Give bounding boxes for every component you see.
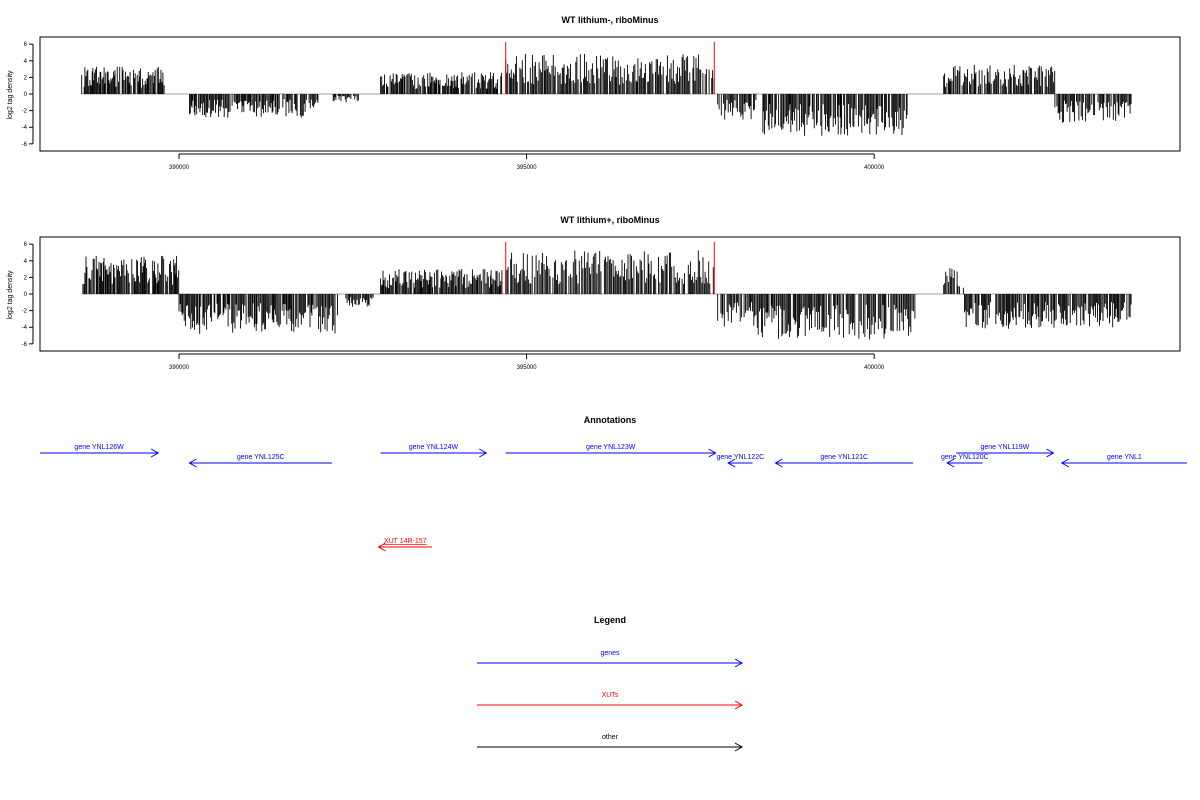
y-tick-label: -6	[22, 342, 28, 348]
annotations-title: Annotations	[584, 415, 637, 425]
gene-feature[interactable]: gene YNL122C	[716, 454, 764, 468]
y-tick-label: 0	[24, 92, 28, 98]
legend-label: other	[602, 734, 619, 741]
gene-label: gene YNL119W	[980, 444, 1029, 451]
panel-lithium-plus: WT lithium+, riboMinus log2 tag density …	[7, 215, 1181, 371]
panel2-ylabel: log2 tag density	[7, 270, 14, 320]
feature-arrowhead	[377, 542, 386, 552]
x-tick-label: 400000	[864, 365, 885, 371]
y-tick-label: 2	[24, 75, 28, 81]
legend-label: XUTs	[602, 692, 619, 699]
gene-label: gene YNL120C	[941, 454, 989, 461]
panel1-ylabel: log2 tag density	[7, 70, 14, 120]
feature-arrowhead	[734, 742, 744, 752]
feature-arrowhead	[946, 458, 955, 468]
gene-feature[interactable]: gene YNL120C	[941, 454, 989, 468]
x-tick-label: 395000	[517, 365, 538, 371]
x-tick-label: 400000	[864, 165, 885, 171]
panel1-frame	[39, 36, 1181, 152]
panel2-title: WT lithium+, riboMinus	[560, 215, 659, 225]
y-tick-label: 6	[24, 242, 28, 248]
legend-panel: Legend genes XUTs other	[477, 615, 744, 752]
legend-item-gene: genes	[477, 650, 744, 668]
y-tick-label: -2	[22, 109, 28, 115]
gene-feature[interactable]: gene YNL121C	[774, 454, 914, 468]
panel1-axes: -6 -4 -2 0 2 4 6 390000 395000 400000	[22, 42, 885, 171]
y-tick-label: 6	[24, 42, 28, 48]
y-tick-label: 2	[24, 275, 28, 281]
feature-arrowhead	[774, 458, 783, 468]
gene-feature[interactable]: gene YNL124W	[380, 444, 488, 458]
x-tick-label: 395000	[517, 165, 538, 171]
panel2-frame	[39, 236, 1181, 352]
feature-arrowhead	[150, 448, 160, 458]
gene-feature[interactable]: gene YNL1	[1060, 454, 1187, 468]
annotation-features: gene YNL126W gene YNL125C gene YNL124W gene…	[40, 444, 1187, 552]
legend-item-other: other	[477, 734, 744, 752]
gene-label: gene YNL122C	[716, 454, 764, 461]
legend-title: Legend	[594, 615, 626, 625]
y-tick-label: -4	[22, 325, 28, 331]
feature-arrowhead	[1060, 458, 1070, 468]
xut-feature[interactable]: XUT 14R-157	[377, 538, 433, 552]
gene-label: gene YNL123W	[586, 444, 636, 451]
feature-arrowhead	[734, 658, 744, 668]
feature-arrowhead	[727, 458, 736, 468]
legend-label: genes	[600, 650, 620, 657]
y-tick-label: -6	[22, 142, 28, 148]
gene-label: gene YNL124W	[409, 444, 459, 451]
panel1-title: WT lithium-, riboMinus	[562, 15, 659, 25]
legend-items: genes XUTs other	[477, 650, 744, 752]
y-tick-label: 0	[24, 292, 28, 298]
feature-arrowhead	[734, 700, 744, 710]
x-tick-label: 390000	[169, 165, 190, 171]
gene-feature[interactable]: gene YNL125C	[188, 454, 332, 468]
gene-label: gene YNL1	[1107, 454, 1142, 461]
y-tick-label: 4	[24, 59, 28, 65]
panel1-bars	[81, 42, 1132, 136]
panel-lithium-minus: WT lithium-, riboMinus log2 tag density …	[7, 15, 1181, 171]
gene-label: gene YNL126W	[74, 444, 124, 451]
gene-label: gene YNL125C	[237, 454, 285, 461]
x-tick-label: 390000	[169, 365, 190, 371]
legend-item-xut: XUTs	[477, 692, 744, 710]
gene-feature[interactable]: gene YNL123W	[505, 444, 717, 458]
panel2-axes: -6 -4 -2 0 2 4 6 390000 395000 400000	[22, 242, 885, 371]
panel2-bars	[81, 242, 1132, 340]
y-tick-label: -4	[22, 125, 28, 131]
feature-arrowhead	[479, 448, 488, 458]
feature-arrowhead	[708, 448, 717, 458]
y-tick-label: 4	[24, 259, 28, 265]
gene-feature[interactable]: gene YNL126W	[40, 444, 160, 458]
feature-arrowhead	[1046, 448, 1055, 458]
feature-arrowhead	[188, 458, 197, 468]
gene-feature[interactable]: gene YNL119W	[956, 444, 1055, 458]
y-tick-label: -2	[22, 309, 28, 315]
gene-label: gene YNL121C	[820, 454, 868, 461]
xut-label: XUT 14R-157	[384, 538, 427, 545]
